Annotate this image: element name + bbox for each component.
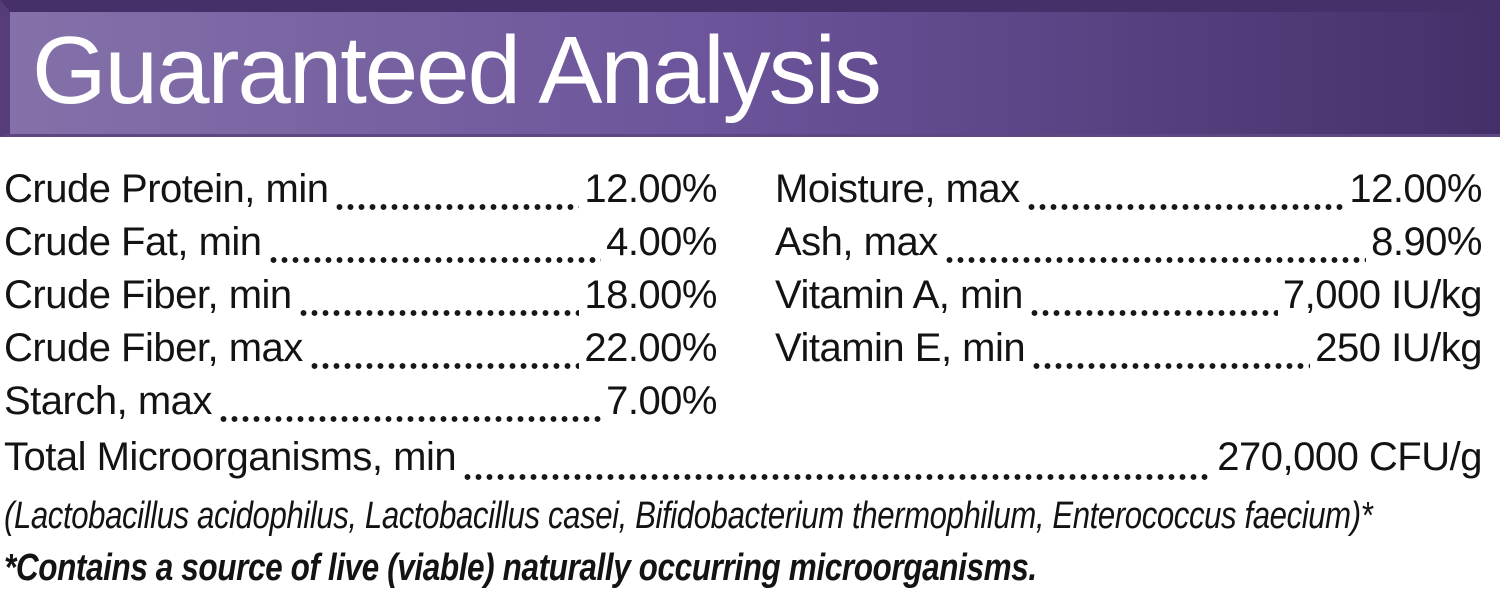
dot-leader	[217, 379, 602, 432]
right-column: Moisture, max 12.00% Ash, max 8.90% Vita…	[775, 167, 1483, 432]
nutrient-value: 250 IU/kg	[1315, 326, 1482, 370]
nutrient-label: Crude Fiber, max	[4, 326, 303, 370]
analysis-body: Crude Protein, min 12.00% Crude Fat, min…	[0, 137, 1500, 594]
dot-leader	[1031, 326, 1311, 379]
analysis-row: Moisture, max 12.00%	[775, 167, 1482, 220]
total-microorganisms-row: Total Microorganisms, min 270,000 CFU/g	[4, 435, 1482, 490]
nutrient-value: 7.00%	[606, 379, 717, 423]
nutrient-label: Crude Protein, min	[4, 167, 329, 211]
analysis-row: Crude Protein, min 12.00%	[4, 167, 717, 220]
dot-leader	[267, 220, 602, 273]
footnote: *Contains a source of live (viable) natu…	[4, 546, 1037, 589]
left-column: Crude Protein, min 12.00% Crude Fat, min…	[4, 167, 717, 432]
page-title: Guaranteed Analysis	[32, 17, 882, 124]
nutrient-value: 12.00%	[584, 167, 717, 211]
nutrient-value: 4.00%	[606, 220, 717, 264]
nutrient-label: Total Microorganisms, min	[4, 435, 457, 479]
dot-leader	[943, 220, 1367, 273]
analysis-row: Vitamin A, min 7,000 IU/kg	[775, 273, 1483, 326]
nutrient-label: Vitamin E, min	[775, 326, 1026, 370]
nutrient-label: Ash, max	[775, 220, 938, 264]
nutrient-value: 22.00%	[584, 326, 717, 370]
dot-leader	[308, 326, 580, 379]
nutrient-label: Crude Fiber, min	[4, 273, 292, 317]
dot-leader	[297, 273, 580, 326]
nutrient-label: Starch, max	[4, 379, 212, 423]
species-note: (Lactobacillus acidophilus, Lactobacillu…	[4, 494, 1373, 537]
dot-leader	[1028, 273, 1278, 326]
analysis-row: Crude Fat, min 4.00%	[4, 220, 717, 273]
dot-leader	[334, 167, 580, 220]
dot-leader	[1025, 167, 1345, 220]
nutrient-value: 12.00%	[1349, 167, 1482, 211]
header-banner: Guaranteed Analysis	[0, 0, 1500, 137]
analysis-row: Vitamin E, min 250 IU/kg	[775, 326, 1482, 379]
analysis-row: Starch, max 7.00%	[4, 379, 717, 432]
analysis-row: Crude Fiber, min 18.00%	[4, 273, 717, 326]
nutrient-label: Crude Fat, min	[4, 220, 262, 264]
nutrient-value: 7,000 IU/kg	[1282, 273, 1483, 317]
nutrient-label: Moisture, max	[775, 167, 1020, 211]
analysis-row: Ash, max 8.90%	[775, 220, 1482, 273]
nutrient-value: 18.00%	[584, 273, 717, 317]
analysis-columns: Crude Protein, min 12.00% Crude Fat, min…	[4, 167, 1483, 432]
dot-leader	[462, 435, 1213, 490]
nutrient-value: 8.90%	[1371, 220, 1482, 264]
nutrient-value: 270,000 CFU/g	[1217, 435, 1482, 479]
analysis-row: Crude Fiber, max 22.00%	[4, 326, 717, 379]
nutrient-label: Vitamin A, min	[775, 273, 1023, 317]
